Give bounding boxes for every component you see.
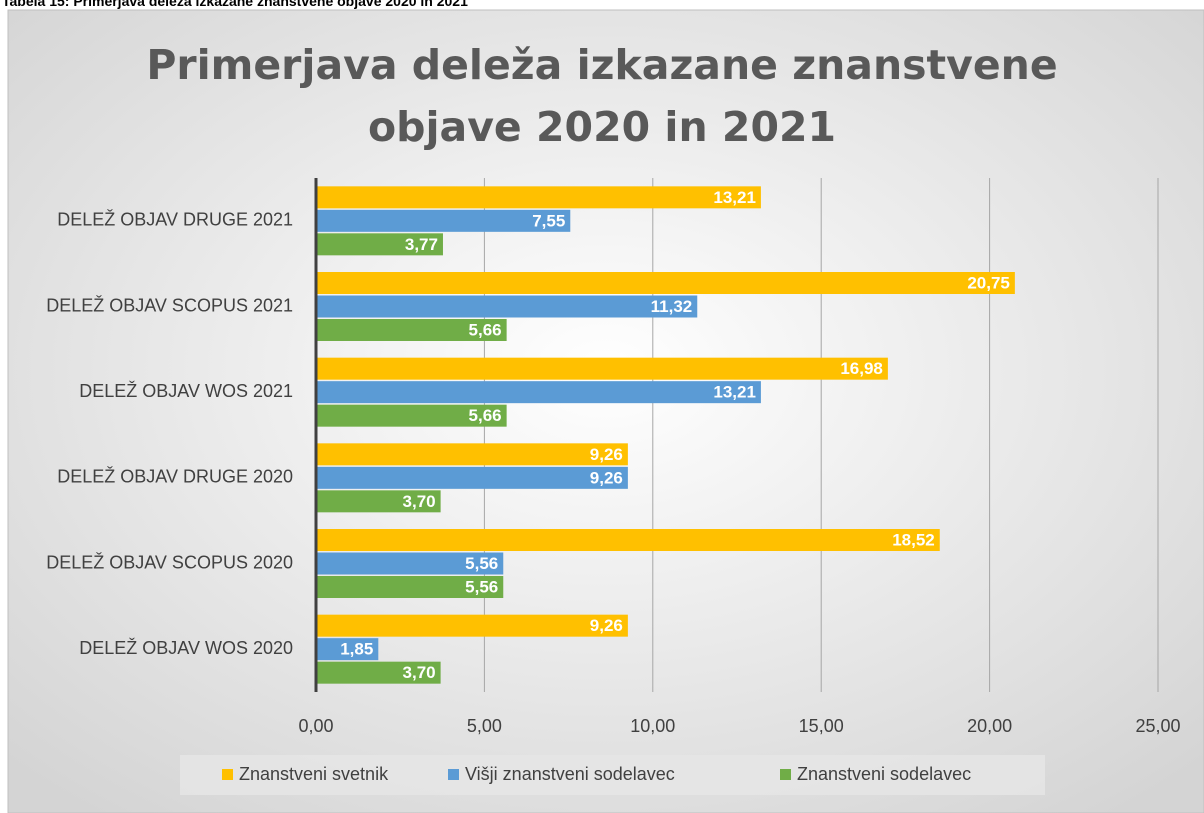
data-label: 13,21 xyxy=(713,188,756,207)
y-tick-label: DELEŽ OBJAV WOS 2021 xyxy=(79,381,293,401)
caption: Tabela 15: Primerjava deleža izkazane zn… xyxy=(2,0,468,9)
legend-swatch xyxy=(780,769,791,780)
bar xyxy=(316,209,571,232)
x-tick-label: 0,00 xyxy=(298,716,333,736)
data-label: 5,66 xyxy=(469,406,502,425)
x-tick-label: 15,00 xyxy=(799,716,844,736)
data-label: 7,55 xyxy=(532,211,565,230)
bar xyxy=(316,529,940,551)
data-label: 18,52 xyxy=(892,530,935,549)
bar xyxy=(316,576,504,598)
x-tick-label: 25,00 xyxy=(1135,716,1180,736)
bar xyxy=(316,381,761,404)
legend-label: Višji znanstveni sodelavec xyxy=(465,764,675,784)
data-label: 9,26 xyxy=(590,445,623,464)
data-label: 5,66 xyxy=(469,320,502,339)
data-label: 5,56 xyxy=(465,554,498,573)
data-label: 16,98 xyxy=(840,359,883,378)
x-tick-label: 10,00 xyxy=(630,716,675,736)
bar xyxy=(316,295,698,318)
bar xyxy=(316,552,504,575)
chart-title: Primerjava deleža izkazane znanstvene ob… xyxy=(146,41,1058,151)
data-label: 3,77 xyxy=(405,235,438,254)
bar xyxy=(316,490,441,513)
data-label: 3,70 xyxy=(403,663,436,682)
bar xyxy=(316,357,888,380)
bar xyxy=(316,233,443,256)
data-label: 1,85 xyxy=(340,640,373,659)
data-label: 5,56 xyxy=(465,577,498,596)
legend-label: Znanstveni svetnik xyxy=(239,764,389,784)
y-tick-label: DELEŽ OBJAV DRUGE 2020 xyxy=(57,467,293,487)
bar xyxy=(316,272,1015,294)
data-label: 9,26 xyxy=(590,468,623,487)
x-tick-label: 20,00 xyxy=(967,716,1012,736)
bar xyxy=(316,186,761,209)
bar xyxy=(316,638,379,661)
bar xyxy=(316,319,507,341)
legend-swatch xyxy=(222,769,233,780)
data-label: 20,75 xyxy=(967,273,1010,292)
y-tick-label: DELEŽ OBJAV WOS 2020 xyxy=(79,638,293,658)
bar xyxy=(316,661,441,684)
data-label: 3,70 xyxy=(403,492,436,511)
bar xyxy=(316,466,628,489)
y-tick-label: DELEŽ OBJAV DRUGE 2021 xyxy=(57,210,293,230)
chart-background xyxy=(7,9,1204,813)
x-tick-label: 5,00 xyxy=(467,716,502,736)
legend-box xyxy=(180,755,1045,795)
bar xyxy=(316,404,507,427)
data-label: 11,32 xyxy=(651,297,693,316)
y-tick-label: DELEŽ OBJAV SCOPUS 2021 xyxy=(46,295,293,315)
bar xyxy=(316,443,628,466)
data-label: 9,26 xyxy=(590,616,623,635)
bar xyxy=(316,614,628,637)
data-label: 13,21 xyxy=(713,383,756,402)
y-tick-label: DELEŽ OBJAV SCOPUS 2020 xyxy=(46,552,293,572)
legend-label: Znanstveni sodelavec xyxy=(797,764,971,784)
legend-swatch xyxy=(448,769,459,780)
